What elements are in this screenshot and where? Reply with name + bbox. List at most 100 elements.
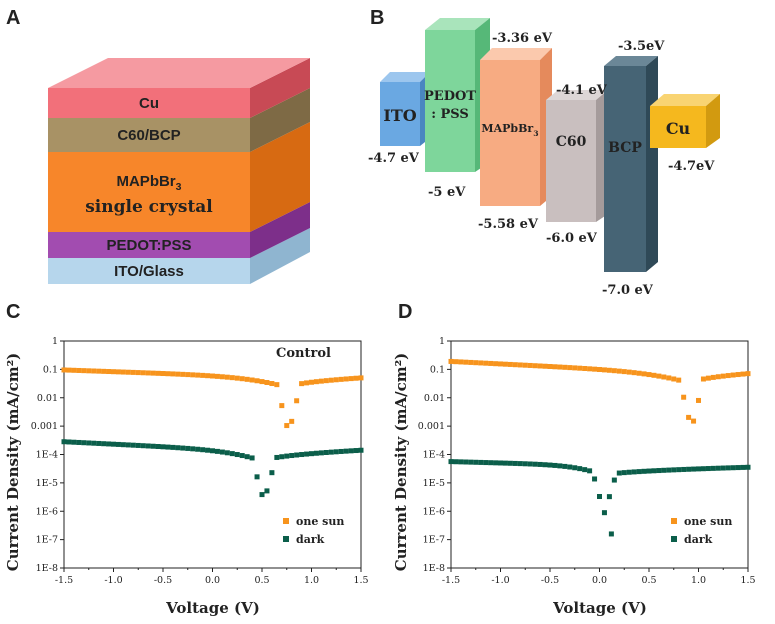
chart-c-xtick-label: 1.0 (304, 575, 319, 586)
layer-label-c60-bcp: C60/BCP (117, 127, 180, 144)
chart-c-point-one-sun (318, 378, 324, 384)
chart-c-point-dark (76, 439, 82, 445)
chart-c-point-dark (214, 448, 220, 454)
chart-c-point-one-sun (185, 372, 191, 378)
chart-c-point-dark (323, 449, 329, 455)
chart-d-point-dark (720, 465, 726, 471)
chart-c-point-dark (219, 449, 225, 455)
chart-c-point-dark (91, 440, 97, 446)
layer-c60-bcp (48, 118, 250, 152)
chart-c-point-dark (61, 439, 67, 445)
chart-c-ytick-label: 1 (52, 336, 58, 347)
chart-c-point-dark (155, 444, 161, 450)
chart-c-point-one-sun (135, 370, 141, 376)
chart-d-xtick-label: 1.0 (691, 575, 706, 586)
chart-d-point-dark (557, 463, 563, 469)
chart-d-point-one-sun (562, 364, 568, 370)
chart-c-point-dark (294, 452, 300, 458)
chart-d-point-one-sun (453, 359, 459, 365)
chart-c-ytick-label: 0.01 (37, 393, 58, 404)
chart-d-point-dark (671, 467, 677, 473)
chart-c-point-one-sun (155, 370, 161, 376)
chart-d-point-dark (493, 460, 499, 466)
chart-d-point-one-sun (517, 362, 523, 368)
chart-c-point-one-sun (343, 376, 349, 382)
chart-d-point-one-sun (488, 360, 494, 366)
chart-d-ytick-label: 0.01 (424, 393, 445, 404)
chart-c-point-dark (66, 439, 72, 445)
chart-c-point-dark (106, 441, 112, 447)
chart-d-point-dark (656, 468, 662, 474)
chart-d-ytick-label: 1E-4 (423, 450, 445, 461)
chart-c-point-dark (239, 453, 245, 459)
chart-d-point-dark-outlier (608, 531, 614, 537)
chart-d-point-one-sun (498, 361, 503, 367)
chart-d-point-dark (641, 468, 647, 474)
chart-c-ytick-label: 1E-5 (36, 478, 58, 489)
chart-c-point-one-sun (279, 403, 285, 409)
chart-d-xtick-label: 0.0 (592, 575, 607, 586)
chart-d-point-dark (646, 468, 652, 474)
chart-d-point-dark (522, 461, 528, 467)
chart-d-point-dark (601, 510, 607, 516)
chart-d-point-one-sun (651, 372, 657, 378)
chart-c-point-dark (274, 454, 280, 460)
band-c60 (546, 100, 596, 222)
chart-c-title: Control (276, 346, 331, 361)
chart-c-point-dark (86, 440, 92, 446)
chart-c-point-one-sun (234, 375, 240, 381)
layer-label-mapbbr3: MAPbBr3 (116, 173, 181, 193)
chart-d-point-one-sun (468, 359, 474, 365)
chart-c-point-one-sun (239, 376, 245, 382)
chart-c-point-dark (259, 492, 265, 498)
chart-c-point-dark (210, 448, 215, 454)
chart-d-xlabel: Voltage (V) (552, 599, 647, 617)
energy-cu: -4.7eV (668, 159, 715, 174)
chart-c-point-one-sun (106, 369, 112, 375)
chart-d-point-one-sun (478, 360, 484, 366)
layer-cu-top (48, 58, 310, 88)
chart-c-point-dark (284, 453, 290, 459)
chart-d-point-one-sun (458, 359, 464, 365)
chart-d-point-one-sun (507, 361, 513, 367)
chart-d-ytick-label: 0.1 (430, 364, 445, 375)
chart-c-point-dark (304, 451, 310, 457)
energy-pedot-bottom: -5 eV (428, 185, 466, 200)
chart-d-point-dark (502, 460, 508, 466)
chart-d-point-one-sun (522, 362, 528, 368)
layer-c60-side (250, 88, 310, 152)
chart-d-point-one-sun (502, 361, 508, 367)
chart-d-point-one-sun (582, 366, 588, 372)
chart-d-point-one-sun (552, 364, 558, 370)
chart-c-point-one-sun (66, 367, 72, 373)
chart-c-point-one-sun (71, 367, 77, 373)
chart-c-point-one-sun (170, 371, 176, 377)
chart-d-point-dark (498, 460, 503, 466)
chart-c-point-one-sun (323, 378, 329, 384)
chart-c-point-dark (353, 448, 359, 454)
chart-d-point-one-sun (512, 362, 518, 368)
chart-c-point-one-sun (81, 368, 87, 374)
energy-mapbbr3-bottom: -5.58 eV (478, 217, 539, 232)
chart-d-point-dark (696, 466, 701, 472)
band-label-ito: ITO (383, 106, 416, 125)
layer-pedot-pss (48, 232, 250, 258)
chart-c-point-one-sun (96, 368, 102, 374)
chart-c-ylabel: Current Density (mA/cm²) (4, 353, 22, 571)
chart-c-xtick-label: 0.5 (254, 575, 269, 586)
band-c60-top (546, 90, 608, 100)
jv-chart-d: Current Density (mA/cm²) Voltage (V) one… (392, 336, 756, 617)
chart-c-ytick-label: 1E-4 (36, 450, 58, 461)
chart-c-point-one-sun (289, 418, 295, 424)
chart-c-point-one-sun (190, 372, 196, 378)
chart-c-point-dark (318, 450, 324, 456)
chart-d-point-one-sun (587, 366, 593, 372)
chart-c-point-one-sun (284, 423, 290, 429)
band-mapbbr3-top (480, 48, 552, 60)
chart-c-point-one-sun (358, 375, 364, 381)
chart-c-point-one-sun (313, 379, 319, 385)
chart-d-point-one-sun (611, 368, 617, 374)
chart-c-point-dark (190, 446, 196, 452)
energy-bcp-top: -3.5eV (618, 39, 665, 54)
chart-d-point-dark (651, 468, 657, 474)
